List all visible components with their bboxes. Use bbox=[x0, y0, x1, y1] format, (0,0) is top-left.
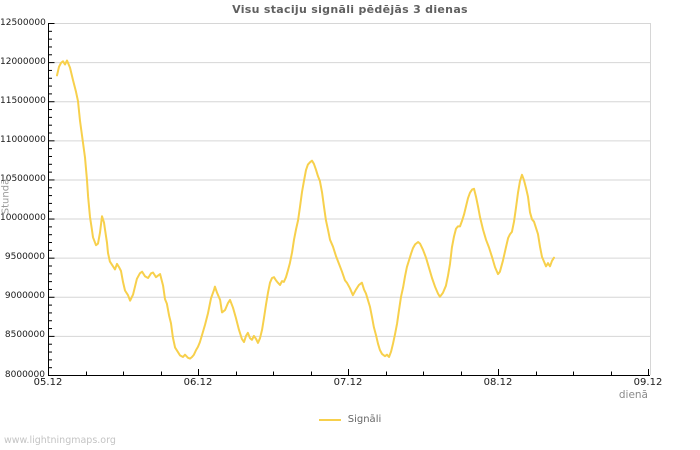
y-tick-label: 11500000 bbox=[0, 95, 46, 106]
y-tick-label: 11000000 bbox=[0, 134, 46, 145]
watermark: www.lightningmaps.org bbox=[4, 435, 116, 446]
legend-label: Signāli bbox=[347, 414, 382, 425]
y-tick-label: 9500000 bbox=[4, 252, 45, 263]
legend-line-swatch bbox=[318, 418, 341, 421]
y-tick-label: 12000000 bbox=[0, 56, 46, 67]
chart-title: Visu staciju signāli pēdējās 3 dienas bbox=[232, 3, 468, 16]
y-axis-label: Stundā bbox=[0, 178, 12, 215]
y-tick-label: 8500000 bbox=[4, 330, 45, 341]
axis-lines bbox=[48, 23, 650, 376]
y-tick-label: 9000000 bbox=[4, 291, 45, 302]
x-tick-label: 05.12 bbox=[33, 377, 63, 388]
x-tick-label: 07.12 bbox=[333, 377, 363, 388]
y-tick-label: 8000000 bbox=[4, 369, 45, 380]
y-tick-label: 12500000 bbox=[0, 17, 46, 28]
legend: Signāli bbox=[0, 414, 700, 425]
y-tick-label: 10500000 bbox=[0, 173, 46, 184]
gridlines bbox=[48, 23, 651, 375]
x-axis-label: dienā bbox=[618, 389, 648, 401]
x-tick-label: 08.12 bbox=[483, 377, 513, 388]
y-tick-label: 10000000 bbox=[0, 213, 46, 224]
signal-line bbox=[56, 59, 555, 360]
axis-ticks bbox=[48, 23, 649, 376]
x-tick-label: 06.12 bbox=[183, 377, 213, 388]
x-tick-label: 09.12 bbox=[633, 377, 663, 388]
